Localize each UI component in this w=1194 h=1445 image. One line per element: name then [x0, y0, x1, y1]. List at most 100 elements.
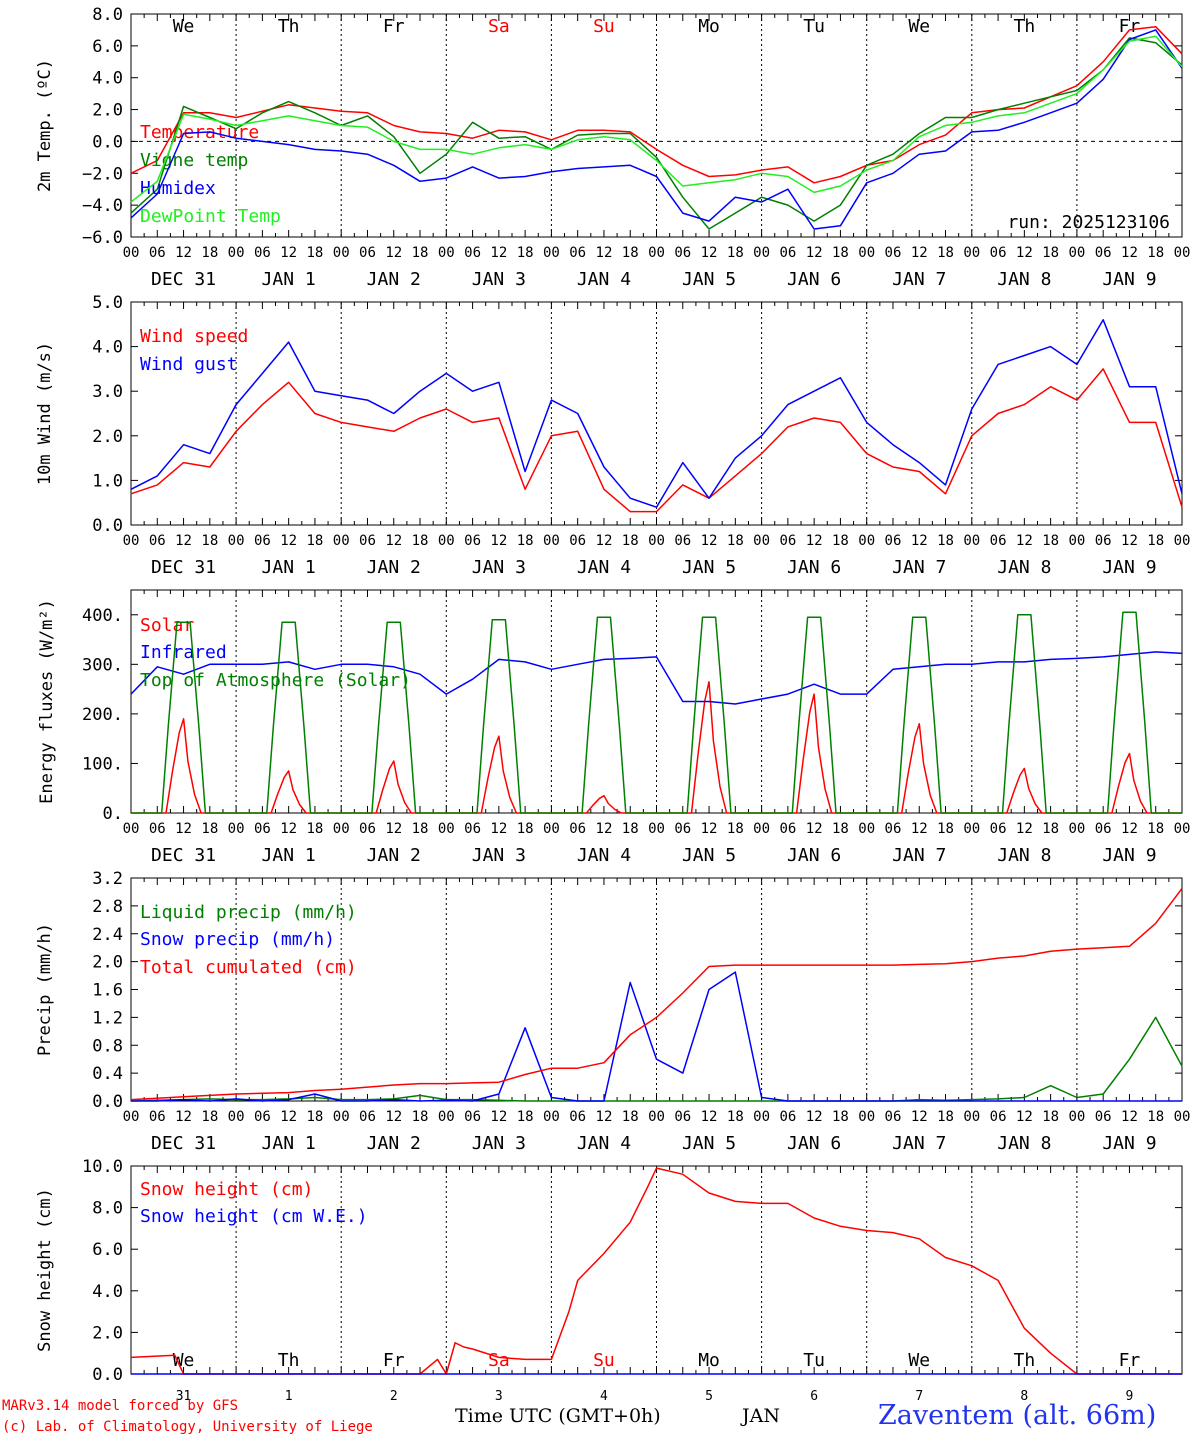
hour-tick-label: 12 — [490, 533, 507, 549]
weekday-label: Fr — [1119, 1350, 1141, 1371]
hour-tick-label: 00 — [1068, 533, 1085, 549]
hour-tick-label: 12 — [911, 533, 928, 549]
y-tick-label: 3.2 — [92, 869, 123, 889]
hour-tick-label: 00 — [543, 245, 560, 261]
hour-tick-label: 12 — [1016, 1109, 1033, 1125]
hour-tick-label: 06 — [779, 821, 796, 837]
hour-tick-label: 06 — [149, 1109, 166, 1125]
legend-entry: Snow precip (mm/h) — [140, 929, 335, 950]
hour-tick-label: 12 — [385, 1109, 402, 1125]
hour-tick-label: 06 — [149, 821, 166, 837]
hour-tick-label: 06 — [674, 245, 691, 261]
hour-tick-label: 18 — [937, 533, 954, 549]
panel-1: 8.0 6.0 4.0 2.0 0.0 −2.0 −4.0 −6.0 2m Temp. (ºC)… — [35, 5, 1190, 290]
hour-tick-label: 18 — [622, 1109, 639, 1125]
hour-tick-label: 18 — [517, 821, 534, 837]
hour-tick-label: 12 — [490, 821, 507, 837]
hour-tick-label: 12 — [596, 821, 613, 837]
hour-tick-label: 06 — [464, 245, 481, 261]
legend-entry: Snow height (cm) — [140, 1179, 313, 1200]
date-label: JAN 8 — [997, 845, 1051, 866]
hour-tick-label: 18 — [306, 245, 323, 261]
hour-tick-label: 06 — [569, 821, 586, 837]
hour-tick-label: 06 — [779, 1109, 796, 1125]
day-number-label: 2 — [390, 1389, 398, 1404]
hour-tick-label: 18 — [727, 245, 744, 261]
y-tick-label: 8.0 — [92, 1199, 123, 1219]
series-line-top-of-atmosphere-solar — [131, 611, 1182, 814]
date-label: JAN 4 — [577, 557, 631, 578]
y-tick-label: 0. — [103, 804, 123, 824]
weekday-label: Su — [593, 16, 615, 37]
hour-tick-label: 06 — [464, 821, 481, 837]
legend-entry: Top of Atmosphere (Solar) — [140, 670, 411, 691]
date-label: JAN 2 — [367, 269, 421, 290]
day-number-label: 7 — [915, 1389, 923, 1404]
y-tick-label: −4.0 — [82, 196, 123, 216]
hour-tick-label: 12 — [911, 245, 928, 261]
y-tick-label: 2.0 — [92, 427, 123, 447]
hour-tick-label: 00 — [438, 533, 455, 549]
hour-tick-label: 12 — [280, 533, 297, 549]
panel-2: 5.0 4.0 3.0 2.0 1.0 0.0 10m Wind (m/s) 00 06 12 18… — [35, 293, 1190, 578]
hour-tick-label: 12 — [701, 245, 718, 261]
hour-tick-label: 00 — [333, 1109, 350, 1125]
hour-tick-label: 06 — [359, 533, 376, 549]
hour-tick-label: 12 — [1016, 245, 1033, 261]
legend-entry: Infrared — [140, 642, 227, 663]
weekday-label: Tu — [803, 1350, 825, 1371]
hour-tick-label: 12 — [806, 1109, 823, 1125]
hour-tick-label: 06 — [674, 821, 691, 837]
hour-tick-label: 00 — [858, 821, 875, 837]
hour-tick-label: 18 — [1147, 533, 1164, 549]
panel-3: 400. 300. 200. 100. 0. Energy fluxes (W/m²) 00… — [37, 589, 1190, 866]
hour-tick-label: 00 — [438, 1109, 455, 1125]
series-line-humidex — [130, 29, 1183, 230]
hour-tick-label: 00 — [333, 821, 350, 837]
hour-tick-label: 00 — [753, 1109, 770, 1125]
hour-tick-label: 06 — [990, 533, 1007, 549]
hour-tick-label: 00 — [228, 245, 245, 261]
date-label: JAN 5 — [682, 557, 736, 578]
hour-tick-label: 00 — [858, 245, 875, 261]
date-label: JAN 5 — [682, 269, 736, 290]
date-label: JAN 2 — [367, 1133, 421, 1154]
weekday-label: Th — [278, 16, 300, 37]
y-tick-label: 2.8 — [92, 897, 123, 917]
date-label: JAN 3 — [472, 269, 526, 290]
hour-tick-label: 00 — [123, 821, 140, 837]
weekday-label: Th — [278, 1350, 300, 1371]
hour-tick-label: 06 — [464, 533, 481, 549]
hour-tick-label: 06 — [569, 1109, 586, 1125]
hour-tick-label: 00 — [648, 821, 665, 837]
date-label: JAN 3 — [472, 845, 526, 866]
y-axis-label: 2m Temp. (ºC) — [35, 59, 55, 192]
hour-tick-label: 00 — [963, 533, 980, 549]
date-label: JAN 4 — [577, 269, 631, 290]
hour-tick-label: 18 — [727, 533, 744, 549]
date-label: JAN 9 — [1102, 269, 1156, 290]
hour-tick-label: 12 — [1121, 821, 1138, 837]
location-label: Zaventem (alt. 66m) — [878, 1400, 1157, 1431]
hour-tick-label: 00 — [1174, 1109, 1191, 1125]
y-tick-label: 0.0 — [92, 1365, 123, 1385]
date-label: JAN 1 — [262, 557, 316, 578]
hour-tick-label: 12 — [385, 245, 402, 261]
hour-tick-label: 12 — [280, 821, 297, 837]
hour-tick-label: 12 — [911, 821, 928, 837]
day-number-label: 31 — [176, 1389, 192, 1404]
date-label: JAN 8 — [997, 1133, 1051, 1154]
hour-tick-label: 12 — [385, 533, 402, 549]
weekday-label: We — [908, 1350, 930, 1371]
hour-tick-label: 00 — [753, 245, 770, 261]
date-label: JAN 7 — [892, 1133, 946, 1154]
hour-tick-label: 18 — [832, 1109, 849, 1125]
hour-tick-label: 18 — [622, 533, 639, 549]
hour-tick-label: 06 — [254, 533, 271, 549]
series-line-total-cumulated-cm — [130, 888, 1183, 1101]
hour-tick-label: 06 — [254, 1109, 271, 1125]
hour-tick-label: 12 — [490, 1109, 507, 1125]
hour-tick-label: 12 — [175, 1109, 192, 1125]
y-tick-label: 6.0 — [92, 1240, 123, 1260]
